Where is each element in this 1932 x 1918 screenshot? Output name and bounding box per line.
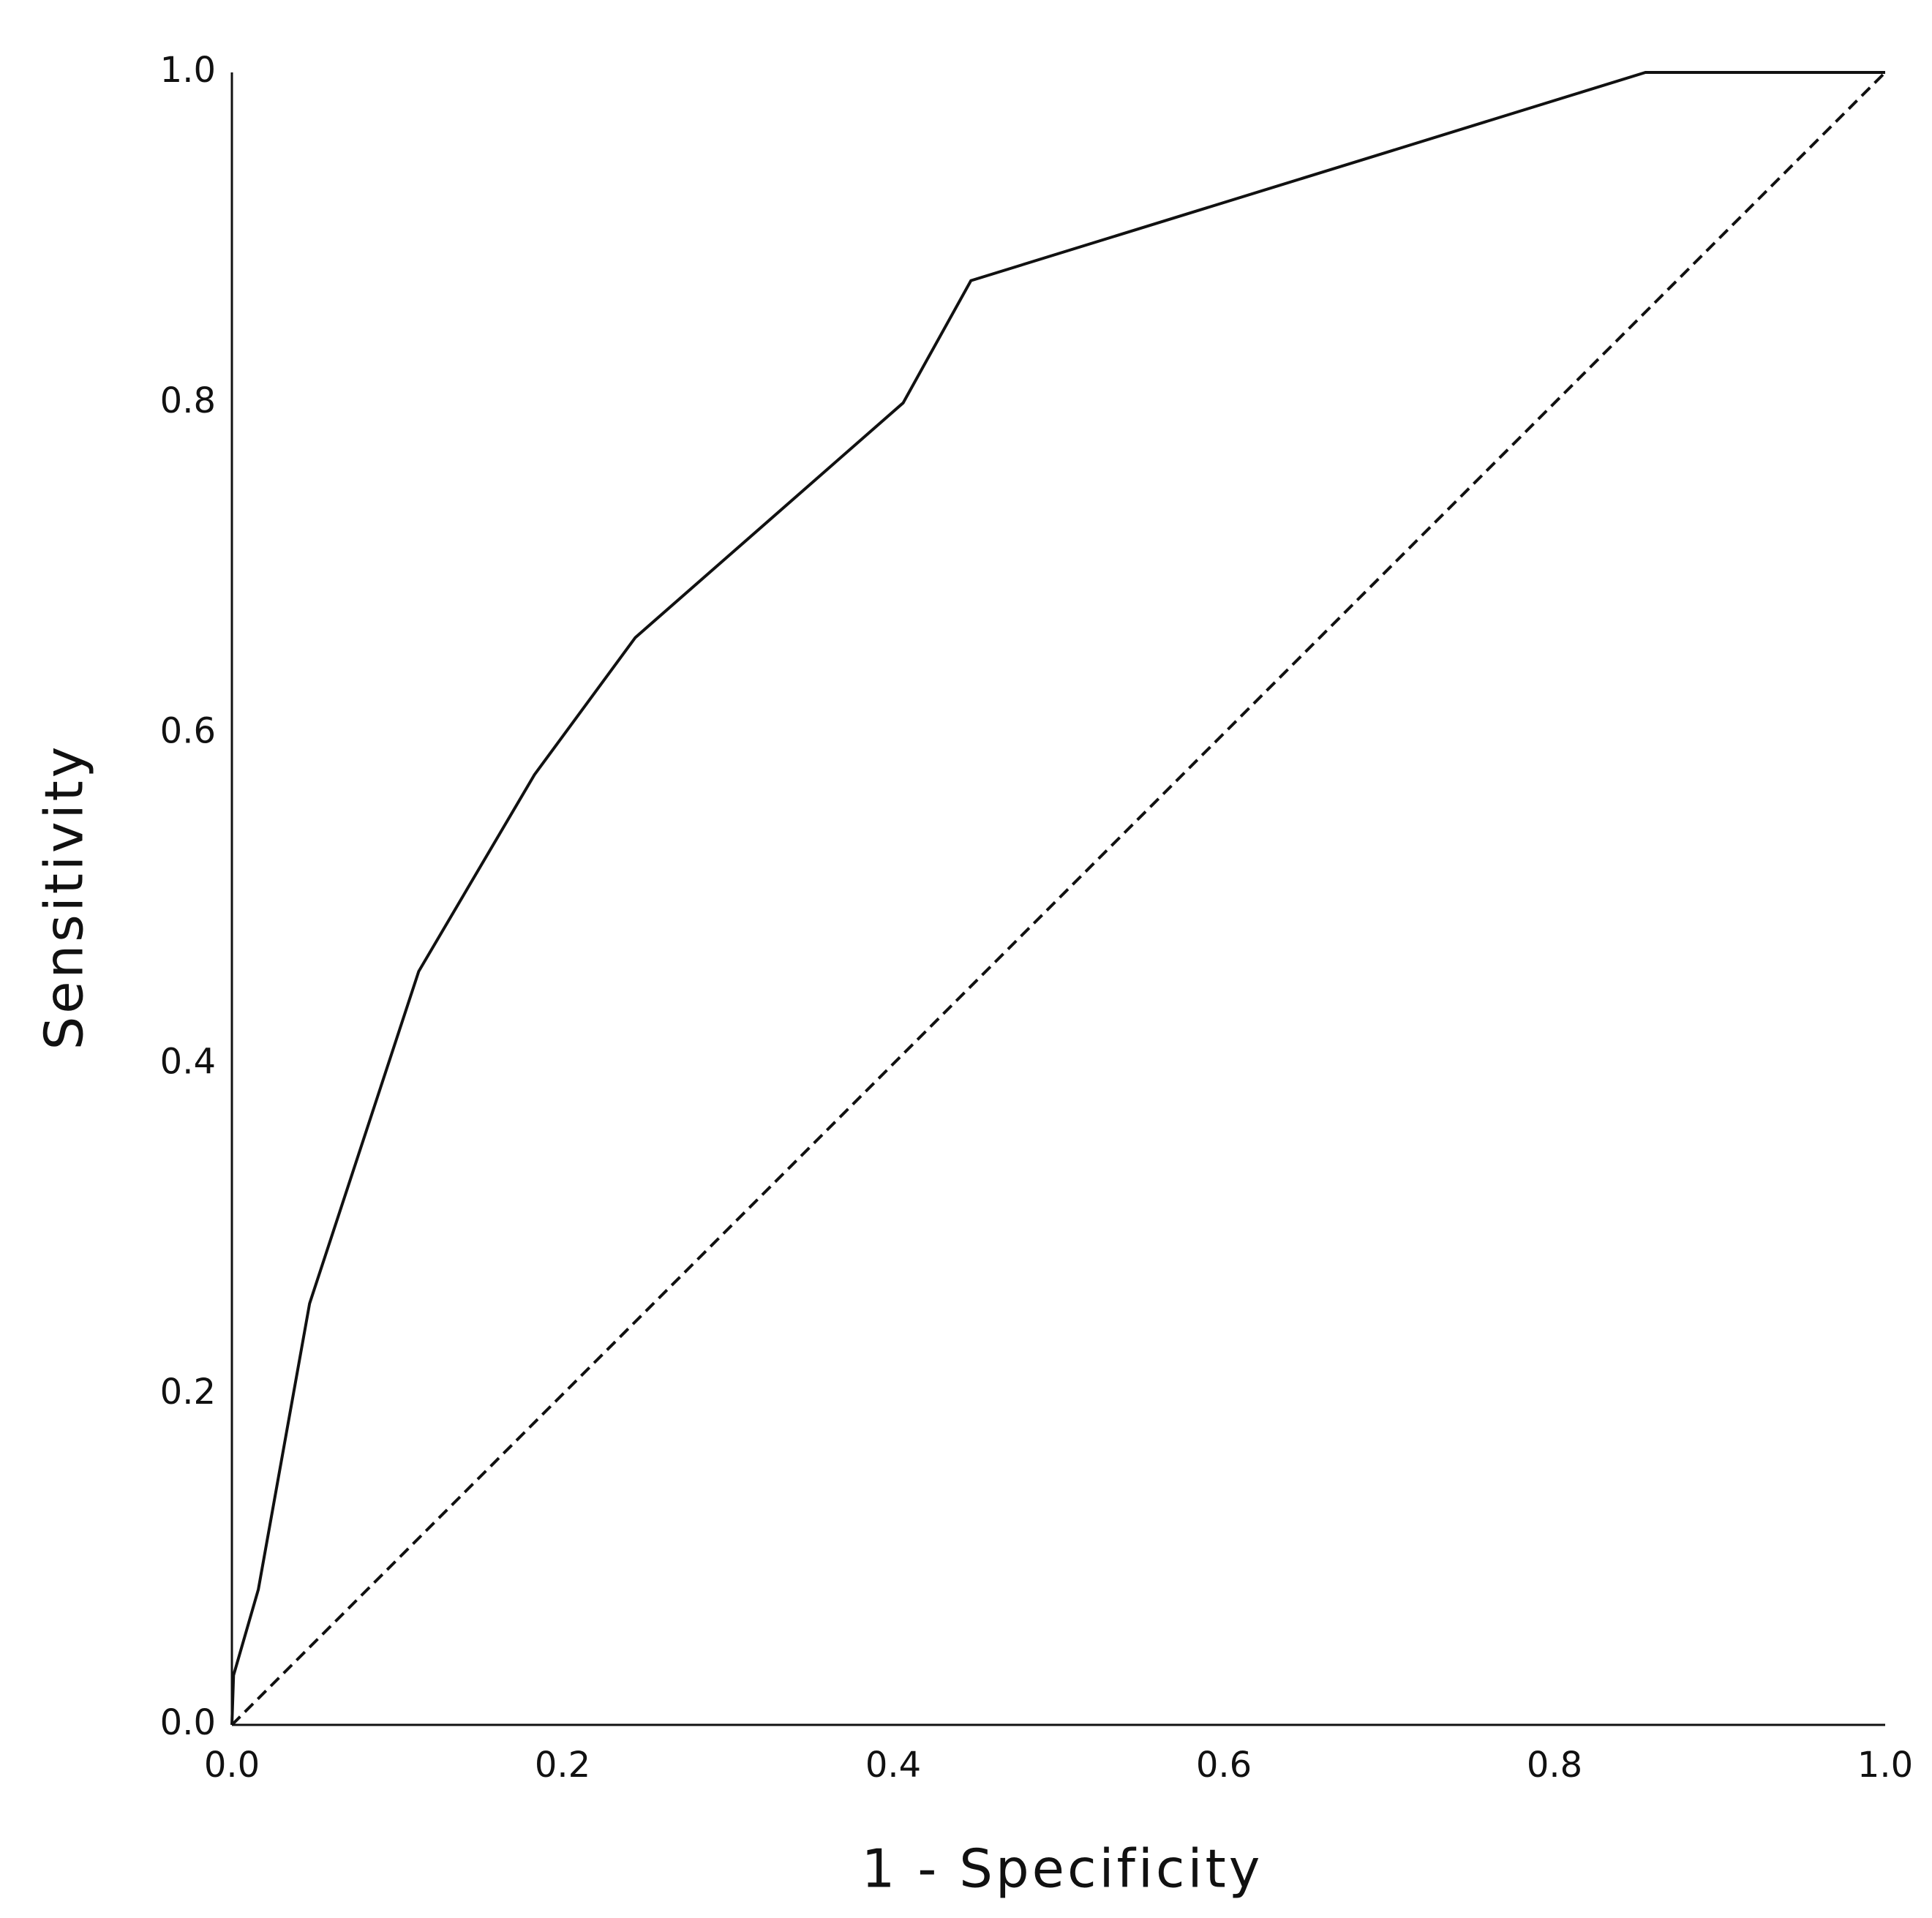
x-tick-label: 0.0 — [204, 1745, 260, 1786]
reference-line — [230, 71, 1887, 1726]
y-tick-label: 1.0 — [160, 50, 216, 91]
y-tick-label: 0.8 — [160, 380, 216, 421]
x-tick-label: 0.6 — [1196, 1745, 1252, 1786]
y-tick-label: 0.0 — [160, 1702, 216, 1743]
x-tick-label: 0.8 — [1527, 1745, 1582, 1786]
x-axis-title: 1 - Specificity — [862, 1838, 1263, 1900]
x-tick-label: 1.0 — [1857, 1745, 1913, 1786]
x-tick-label: 0.2 — [535, 1745, 590, 1786]
y-tick-label: 0.4 — [160, 1041, 216, 1082]
roc-curve — [230, 71, 1885, 1726]
y-axis-title: Sensitivity — [34, 744, 95, 1050]
y-tick-label: 0.6 — [160, 711, 216, 752]
y-tick-label: 0.2 — [160, 1372, 216, 1413]
x-tick-label: 0.4 — [865, 1745, 921, 1786]
